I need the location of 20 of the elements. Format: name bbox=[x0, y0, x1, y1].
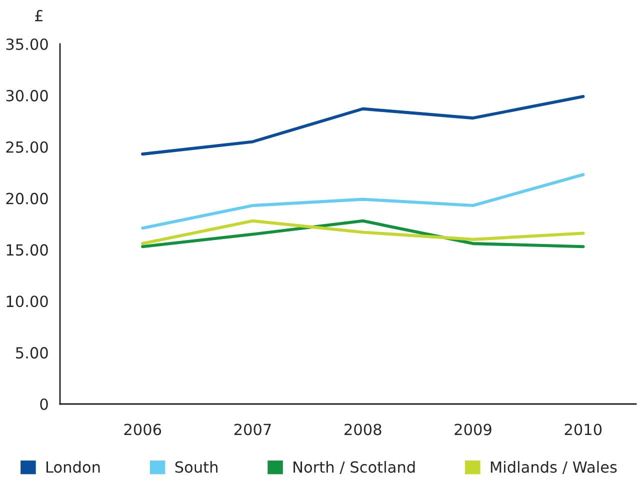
legend-label: North / Scotland bbox=[294, 460, 415, 474]
legend-label: London bbox=[46, 460, 100, 473]
legend-label: Midlands / Wales bbox=[490, 460, 617, 474]
legend-label: South bbox=[175, 460, 218, 473]
y-tick-label: 15.00 bbox=[6, 244, 48, 256]
x-tick-label: 2006 bbox=[124, 424, 162, 436]
x-tick-label: 2009 bbox=[454, 424, 492, 436]
y-tick-label: 0 bbox=[40, 398, 48, 410]
line-series bbox=[141, 94, 585, 156]
x-tick-label: 2008 bbox=[344, 424, 382, 436]
y-axis-title: £ bbox=[35, 10, 43, 22]
y-tick-label: 30.00 bbox=[6, 90, 48, 102]
y-tick-label: 20.00 bbox=[6, 192, 48, 204]
y-tick-label: 25.00 bbox=[6, 141, 48, 153]
y-tick-label: 35.00 bbox=[6, 38, 48, 50]
line-series bbox=[141, 173, 585, 230]
y-tick-label: 10.00 bbox=[6, 296, 48, 308]
x-tick-label: 2010 bbox=[564, 424, 602, 436]
x-tick-label: 2007 bbox=[234, 424, 271, 436]
y-tick-label: 5.00 bbox=[16, 347, 48, 359]
